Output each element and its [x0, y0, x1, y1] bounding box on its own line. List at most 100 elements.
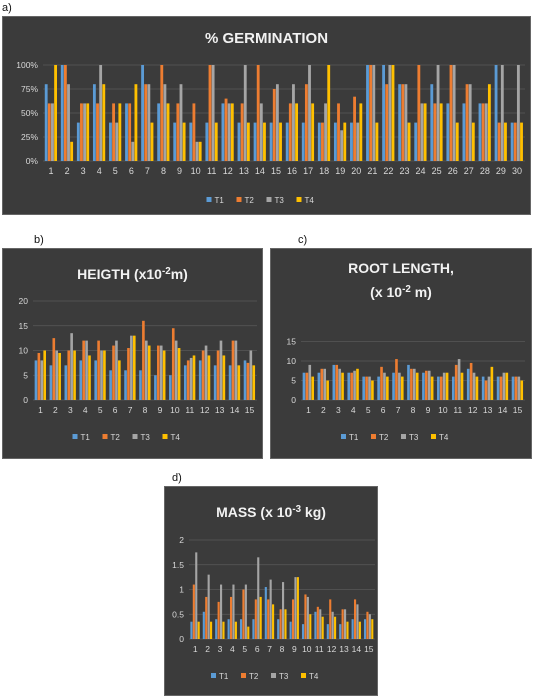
bar-t2	[267, 599, 270, 639]
bar-t3	[147, 84, 151, 161]
bar-t2	[37, 352, 41, 400]
bar-t3	[99, 65, 103, 161]
legend-swatch-t1	[206, 197, 212, 202]
bar-t2	[484, 380, 488, 400]
bar-t3	[159, 345, 163, 400]
bar-t3	[211, 65, 215, 161]
x-tick-label: 23	[399, 166, 409, 176]
x-tick-label: 3	[81, 166, 86, 176]
bar-t2	[316, 606, 319, 639]
bar-t1	[125, 103, 128, 161]
bar-t2	[291, 599, 295, 639]
bar-t1	[269, 122, 273, 161]
y-tick-label: 0.5	[172, 609, 184, 619]
bar-t2	[481, 103, 485, 161]
x-tick-label: 4	[83, 405, 88, 415]
bar-t4	[86, 103, 90, 161]
x-tick-label: 21	[367, 166, 377, 176]
x-tick-label: 4	[230, 644, 235, 654]
bar-t3	[292, 84, 295, 161]
bar-t3	[269, 579, 272, 639]
x-tick-label: 6	[129, 166, 134, 176]
x-tick-label: 6	[381, 405, 386, 415]
x-tick-label: 9	[426, 405, 431, 415]
x-tick-label: 8	[411, 405, 416, 415]
bar-t4	[490, 366, 494, 400]
bar-t3	[344, 609, 347, 639]
x-tick-label: 12	[200, 405, 210, 415]
bar-t4	[295, 103, 298, 161]
bar-t4	[346, 621, 349, 639]
x-tick-label: 10	[170, 405, 180, 415]
bar-t2	[176, 103, 180, 161]
x-tick-label: 25	[432, 166, 442, 176]
x-tick-label: 28	[480, 166, 490, 176]
x-tick-label: 20	[351, 166, 361, 176]
bar-t1	[496, 376, 500, 400]
bar-t2	[350, 372, 353, 400]
bar-t1	[264, 587, 267, 639]
bar-t4	[341, 372, 344, 400]
bar-t1	[398, 84, 402, 161]
bar-t2	[337, 103, 340, 161]
bar-t3	[436, 65, 440, 161]
bar-t3	[356, 604, 359, 639]
bar-t1	[494, 65, 498, 161]
bar-t2	[449, 65, 453, 161]
bar-t2	[304, 594, 307, 639]
y-tick-label: 5	[291, 376, 296, 386]
bar-t2	[52, 338, 56, 400]
chart-title: ROOT LENGTH,	[348, 260, 454, 276]
bar-t1	[154, 375, 157, 400]
bar-t2	[425, 370, 428, 400]
bar-t3	[308, 65, 311, 161]
y-tick-label: 15	[287, 337, 297, 347]
bar-t4	[134, 84, 138, 161]
legend-swatch-t2	[371, 434, 376, 439]
x-tick-label: 5	[242, 644, 247, 654]
x-tick-label: 4	[351, 405, 356, 415]
chart-svg: MASS (x 10-3 kg)00.511.521 2 3 4 5 6 7 8 9 10 11 12…	[172, 504, 375, 681]
bar-t4	[400, 376, 404, 400]
bar-t2	[353, 96, 356, 161]
bar-t1	[34, 360, 38, 400]
x-tick-label: 12	[468, 405, 478, 415]
bar-t2	[80, 103, 83, 161]
bar-t2	[395, 359, 398, 400]
x-tick-label: 24	[416, 166, 426, 176]
x-tick-label: 8	[280, 644, 285, 654]
bar-t1	[362, 376, 365, 400]
bar-t1	[347, 372, 351, 400]
bar-t3	[331, 611, 334, 639]
bar-t3	[195, 552, 198, 639]
bar-t3	[517, 376, 521, 400]
bar-t3	[468, 84, 472, 161]
bar-t2	[439, 376, 443, 400]
x-tick-label: 5	[113, 166, 118, 176]
legend-label: T4	[171, 433, 181, 442]
bar-t4	[263, 122, 266, 161]
bar-t3	[502, 372, 506, 400]
bar-t3	[220, 584, 223, 639]
bar-t3	[83, 103, 86, 161]
bar-t1	[301, 122, 305, 161]
x-tick-label: 22	[383, 166, 393, 176]
bar-t2	[279, 609, 282, 639]
y-tick-label: 15	[19, 321, 29, 331]
bar-t4	[214, 122, 218, 161]
bar-t2	[157, 345, 160, 400]
bar-t2	[497, 122, 501, 161]
bar-t3	[472, 372, 476, 400]
bar-t3	[282, 582, 285, 639]
bar-t4	[198, 141, 202, 161]
bar-t2	[82, 340, 85, 400]
legend-label: T1	[215, 196, 225, 205]
bar-t4	[321, 616, 324, 639]
bar-t2	[272, 89, 276, 161]
bar-t4	[439, 103, 443, 161]
legend-label: T4	[309, 672, 319, 681]
bar-t1	[332, 364, 336, 400]
bar-t1	[377, 376, 380, 400]
bar-t2	[353, 599, 357, 639]
